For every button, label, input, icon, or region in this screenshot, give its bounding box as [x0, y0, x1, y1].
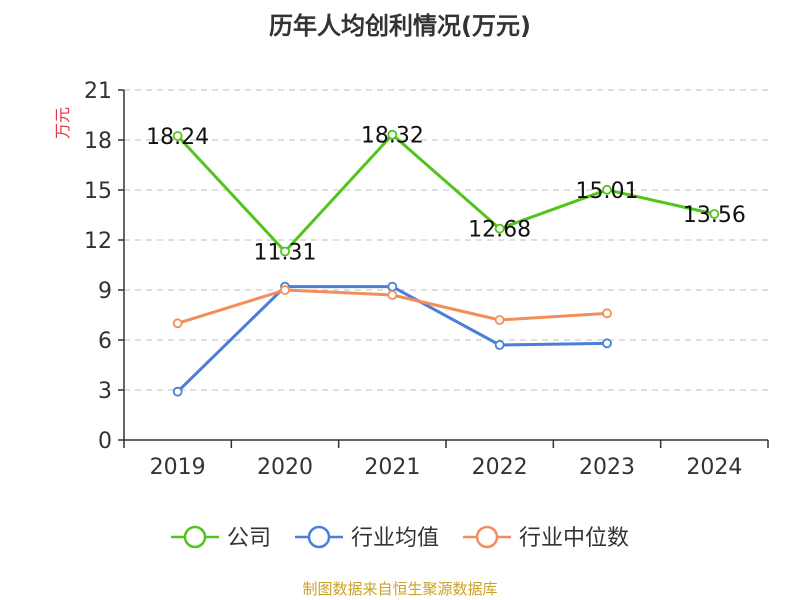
- data-label: 15.01: [576, 179, 639, 204]
- data-point: [602, 308, 612, 319]
- source-note: 制图数据来自恒生聚源数据库: [302, 580, 497, 598]
- series-1: [172, 281, 612, 397]
- data-point: [387, 281, 398, 292]
- axes: 0 3 6 9 12 15 18 21 2019 2020 2021 2022 2023 2024: [84, 79, 769, 480]
- data-point: [602, 184, 612, 195]
- y-tick-label: 21: [84, 79, 112, 104]
- legend-marker: [183, 525, 207, 549]
- chart-title: 历年人均创利情况(万元): [269, 12, 531, 40]
- series-2: [172, 285, 612, 329]
- data-labels: 18.24 11.31 18.32 12.68 15.01 13.56: [146, 124, 746, 266]
- x-tick-label: 2019: [150, 455, 206, 480]
- legend-marker: [307, 525, 331, 549]
- legend-label: 公司: [227, 526, 271, 551]
- data-point: [494, 223, 505, 234]
- x-tick-label: 2024: [686, 455, 742, 480]
- x-tick-label: 2020: [257, 455, 313, 480]
- x-tick-label: 2021: [364, 455, 420, 480]
- data-point: [280, 246, 290, 257]
- data-point: [172, 386, 183, 397]
- x-tick-label: 2023: [579, 455, 635, 480]
- data-point: [387, 129, 398, 140]
- data-label: 11.31: [254, 241, 317, 266]
- series-line: [176, 133, 715, 253]
- legend-item-2: 行业中位数: [463, 525, 629, 551]
- data-point: [280, 285, 290, 295]
- legend-marker: [475, 525, 499, 549]
- data-label: 13.56: [683, 203, 746, 228]
- y-tick-label: 6: [98, 329, 112, 354]
- y-tick-label: 3: [98, 379, 112, 404]
- legend-item-0: 公司: [171, 525, 271, 551]
- legend-label: 行业中位数: [519, 526, 629, 551]
- y-axis-label: 万元: [53, 107, 72, 139]
- y-tick-label: 9: [98, 279, 112, 304]
- grid-lines: [124, 89, 768, 391]
- data-point: [602, 338, 612, 349]
- series-lines: [172, 129, 720, 397]
- data-label: 18.24: [146, 125, 209, 150]
- data-point: [494, 340, 505, 350]
- data-point: [172, 318, 183, 329]
- x-tick-label: 2022: [472, 455, 528, 480]
- series-0: [172, 129, 720, 257]
- data-point: [387, 290, 398, 300]
- data-label: 18.32: [361, 124, 424, 149]
- legend: 公司 行业均值 行业中位数: [171, 525, 629, 551]
- y-tick-label: 0: [98, 429, 112, 454]
- y-tick-label: 15: [84, 179, 112, 204]
- y-tick-label: 12: [84, 229, 112, 254]
- y-tick-label: 18: [84, 129, 112, 154]
- data-label: 12.68: [468, 218, 531, 243]
- data-point: [172, 131, 183, 141]
- legend-item-1: 行业均值: [295, 525, 439, 551]
- data-point: [494, 315, 505, 325]
- legend-label: 行业均值: [351, 526, 439, 551]
- data-point: [709, 209, 720, 219]
